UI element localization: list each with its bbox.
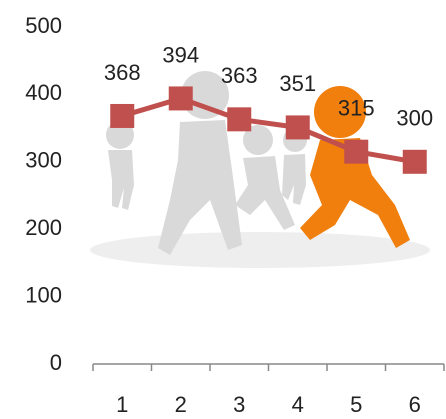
floor-shadow xyxy=(90,232,430,268)
data-label: 394 xyxy=(162,42,199,67)
y-tick-label: 0 xyxy=(50,350,62,375)
data-marker xyxy=(285,115,310,140)
y-tick-label: 400 xyxy=(25,80,62,105)
orange-runner xyxy=(300,86,410,248)
data-label: 363 xyxy=(221,63,258,88)
data-marker xyxy=(344,139,369,164)
x-tick-label: 6 xyxy=(409,392,421,417)
data-label: 300 xyxy=(396,106,433,131)
data-marker xyxy=(110,103,135,128)
y-tick-label: 100 xyxy=(25,282,62,307)
data-marker xyxy=(227,107,252,132)
data-marker xyxy=(402,149,427,174)
x-tick-label: 5 xyxy=(350,392,362,417)
y-tick-label: 500 xyxy=(25,13,62,38)
data-marker xyxy=(168,86,193,111)
x-tick-label: 1 xyxy=(116,392,128,417)
data-label: 351 xyxy=(279,71,316,96)
y-tick-label: 200 xyxy=(25,215,62,240)
x-tick-label: 2 xyxy=(175,392,187,417)
data-label: 368 xyxy=(104,60,141,85)
gray-runners xyxy=(106,71,307,255)
y-tick-label: 300 xyxy=(25,148,62,173)
x-tick-label: 3 xyxy=(233,392,245,417)
background-illustration xyxy=(90,71,430,268)
data-label: 315 xyxy=(338,96,375,121)
x-tick-label: 4 xyxy=(292,392,304,417)
